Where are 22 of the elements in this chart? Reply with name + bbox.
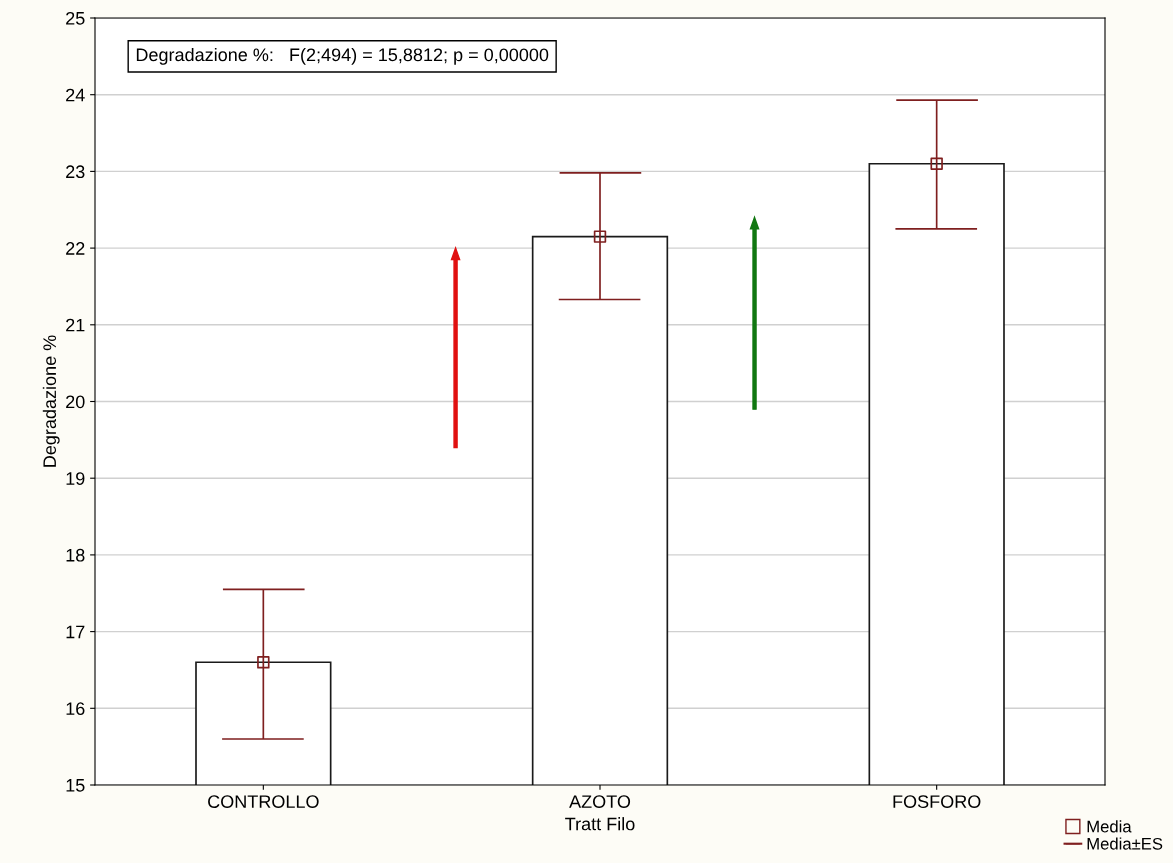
legend-label: Media: [1087, 820, 1132, 833]
y-tick-label: 20: [66, 395, 85, 409]
y-tick-label: 25: [66, 11, 85, 25]
y-tick-label: 22: [66, 242, 85, 255]
y-tick-label: 16: [66, 702, 85, 716]
point: [930, 157, 943, 170]
y-tick-label: 17: [66, 625, 85, 639]
text: Media±ES: [1087, 837, 1163, 850]
y-tick-label: 15: [66, 779, 85, 792]
x-tick-label: FOSFORO: [893, 795, 981, 808]
y-tick-label: 21: [66, 318, 85, 332]
x-tick-label: AZOTO: [569, 795, 631, 808]
y-tick-label: 18: [66, 548, 85, 562]
point: [593, 230, 607, 243]
x-axis-title: Tratt Filo: [565, 817, 635, 831]
x-tick-label: CONTROLLO: [208, 795, 319, 808]
y-tick-label: 23: [66, 165, 85, 179]
y-tick-label: 24: [66, 88, 85, 102]
point: [257, 656, 270, 669]
y-tick-label: 19: [66, 472, 85, 485]
y-axis-title: Degradazione %: [42, 335, 60, 467]
annotation: Degradazione %: F(2;494) = 15,8812; p = 0,00000: [136, 47, 549, 65]
